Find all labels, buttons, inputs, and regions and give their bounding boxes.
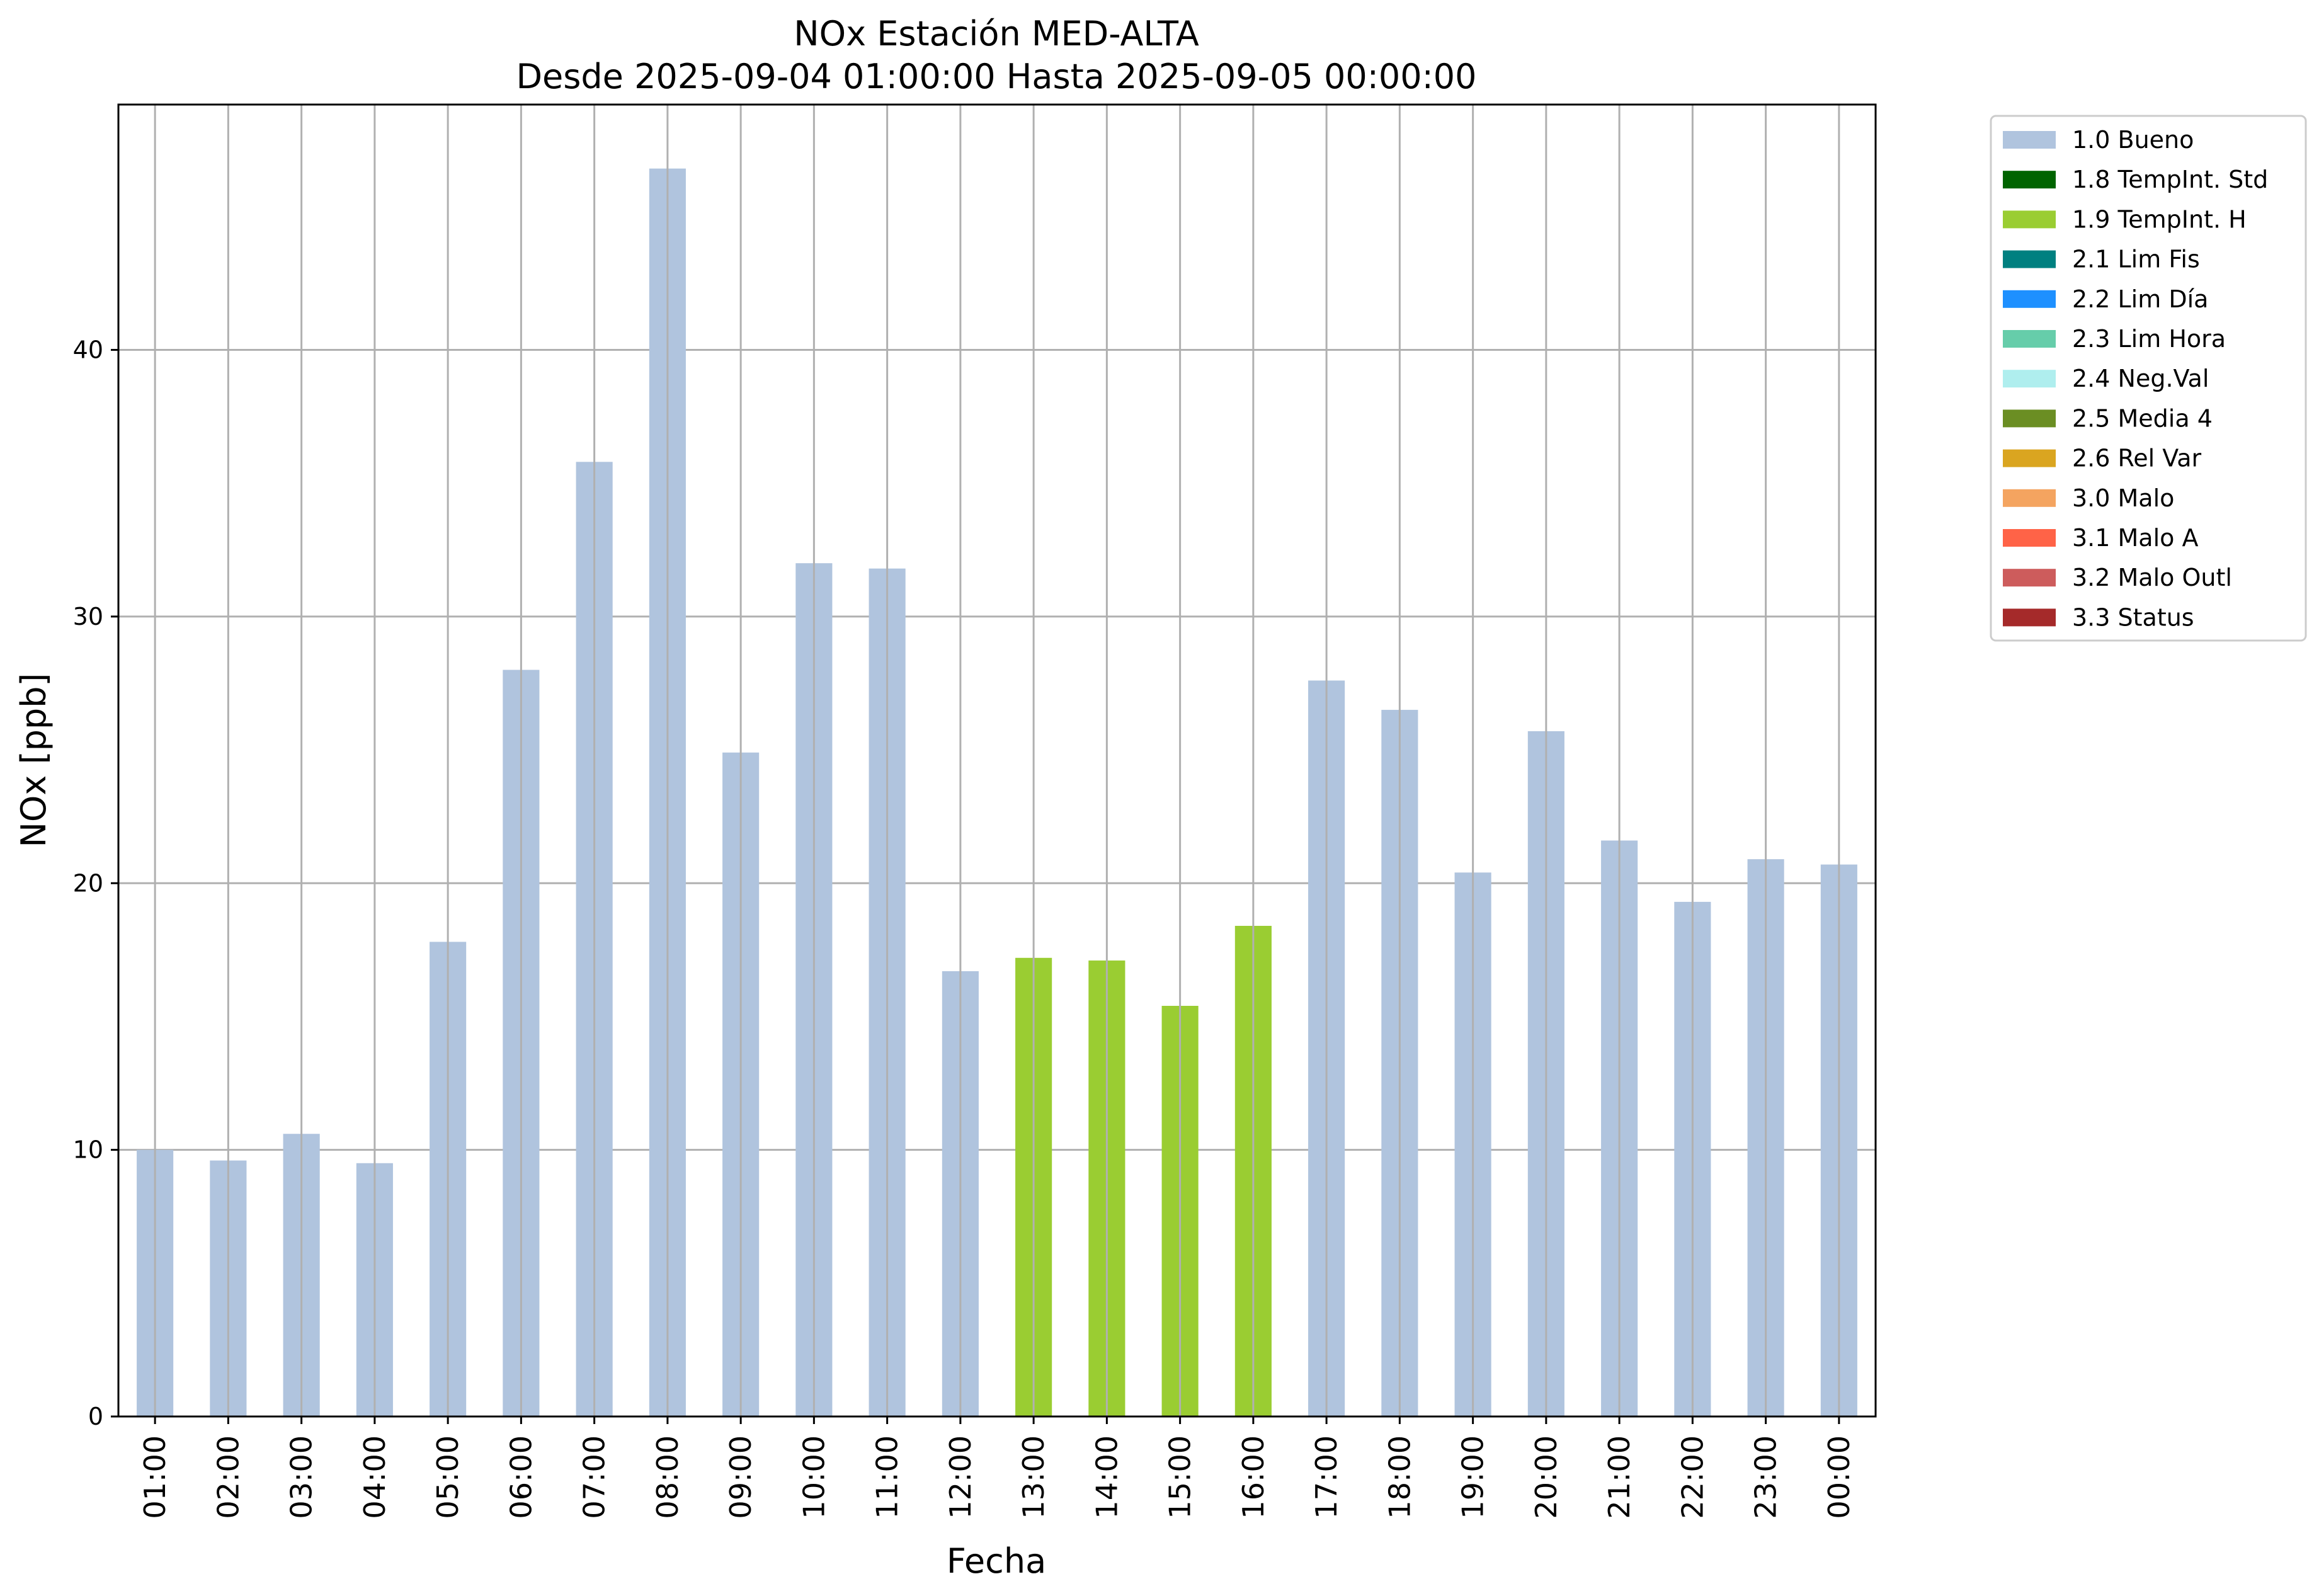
legend-label: 2.1 Lim Fis [2072,246,2200,273]
legend-swatch [2003,608,2056,627]
x-tick-label: 13:00 [1017,1435,1051,1519]
legend-label: 1.9 TempInt. H [2072,205,2247,233]
vertical-grid-lines [154,105,1840,1416]
x-tick-label: 07:00 [578,1435,612,1519]
x-tick-label: 09:00 [724,1435,758,1519]
legend-label: 3.2 Malo Outl [2072,564,2232,591]
legend-swatch [2003,370,2056,388]
legend-label: 2.6 Rel Var [2072,445,2202,472]
legend-label: 3.3 Status [2072,603,2194,631]
x-tick-label: 19:00 [1456,1435,1490,1519]
legend-label: 2.5 Media 4 [2072,404,2213,432]
legend-swatch [2003,330,2056,348]
x-tick-label: 06:00 [504,1435,538,1519]
x-tick-label: 23:00 [1749,1435,1783,1519]
x-tick-label: 14:00 [1090,1435,1124,1519]
legend-swatch [2003,131,2056,149]
x-tick-label: 11:00 [870,1435,904,1519]
x-tick-label: 00:00 [1822,1435,1856,1519]
x-tick-label: 15:00 [1163,1435,1197,1519]
legend-label: 1.8 TempInt. Std [2072,166,2268,193]
x-tick-label: 02:00 [211,1435,245,1519]
x-tick-label: 04:00 [358,1435,392,1519]
legend-label: 2.3 Lim Hora [2072,325,2226,353]
x-tick-label: 21:00 [1602,1435,1636,1519]
x-tick-label: 20:00 [1529,1435,1563,1519]
y-tick-label: 30 [73,603,103,630]
chart-title: NOx Estación MED-ALTA [794,14,1199,54]
y-tick-label: 0 [88,1403,103,1430]
legend-swatch [2003,409,2056,428]
x-tick-label: 17:00 [1309,1435,1343,1519]
legend-frame [1990,115,2307,642]
chart-subtitle: Desde 2025-09-04 01:00:00 Hasta 2025-09-… [516,57,1476,96]
x-tick-label: 22:00 [1675,1435,1709,1519]
x-tick-label: 10:00 [797,1435,831,1519]
legend-swatch [2003,250,2056,268]
legend-swatch [2003,529,2056,547]
legend: 1.0 Bueno 1.8 TempInt. Std 1.9 TempInt. H 2… [1990,115,2307,642]
x-tick-label: 01:00 [138,1435,172,1519]
x-tick-label: 08:00 [651,1435,685,1519]
legend-swatch [2003,489,2056,507]
y-axis-ticks: 0 10 20 30 40 [73,336,118,1430]
x-axis-label: Fecha [947,1541,1046,1581]
legend-label: 2.2 Lim Día [2072,285,2208,313]
x-axis-ticks: 01:00 02:00 03:00 04:00 05:00 06:00 07:00 08:00… [138,1416,1856,1519]
y-tick-label: 40 [73,336,103,364]
legend-swatch [2003,569,2056,587]
legend-label: 3.0 Malo [2072,484,2174,512]
legend-label: 2.4 Neg.Val [2072,365,2209,392]
x-tick-label: 03:00 [285,1435,319,1519]
legend-label: 1.0 Bueno [2072,126,2194,154]
legend-swatch [2003,171,2056,189]
legend-swatch [2003,449,2056,467]
y-tick-label: 10 [73,1136,103,1164]
x-tick-label: 05:00 [431,1435,465,1519]
x-tick-label: 12:00 [943,1435,977,1519]
y-axis-label: NOx [ppb] [14,673,54,848]
legend-swatch [2003,210,2056,229]
y-tick-label: 20 [73,869,103,897]
plot-frame [117,103,1877,1418]
legend-swatch [2003,290,2056,308]
legend-label: 3.1 Malo A [2072,524,2198,552]
x-tick-label: 18:00 [1382,1435,1416,1519]
x-tick-label: 16:00 [1236,1435,1270,1519]
